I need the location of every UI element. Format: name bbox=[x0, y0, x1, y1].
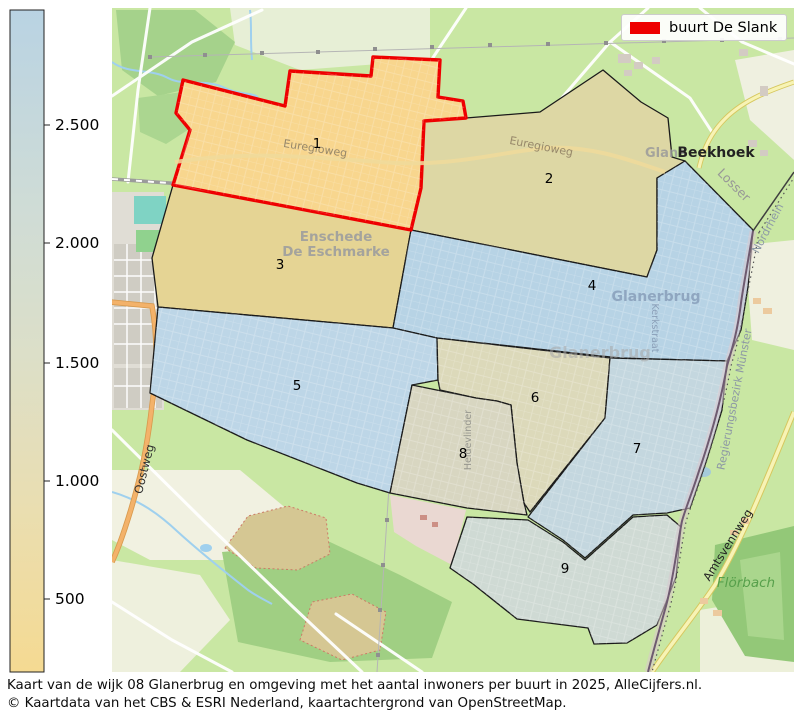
colorbar-tick-label: 500 bbox=[55, 590, 85, 608]
border-river bbox=[644, 171, 794, 672]
colorbar-gradient bbox=[9, 9, 45, 673]
region-number-4: 4 bbox=[588, 278, 597, 294]
map-label-glane: Glane bbox=[645, 146, 687, 161]
map-label-glanerbrug-2: Glanerbrug bbox=[549, 343, 651, 362]
caption-line-1: Kaart van de wijk 08 Glanerbrug en omgev… bbox=[7, 678, 703, 693]
region-numbers: 1 2 3 4 5 6 7 8 9 bbox=[276, 136, 642, 577]
colorbar-tick-label: 1.000 bbox=[55, 472, 99, 490]
map-label-de-eschmarke: De Eschmarke bbox=[282, 244, 390, 260]
colorbar: 2.500 2.000 1.500 1.000 500 bbox=[9, 9, 99, 673]
map-label-beekhoek: Beekhoek bbox=[677, 145, 755, 161]
caption-line-2: © Kaartdata van het CBS & ESRI Nederland… bbox=[7, 695, 567, 711]
region-number-8: 8 bbox=[459, 446, 468, 462]
street-grid-overlay bbox=[150, 161, 753, 644]
map-label-enschede: Enschede bbox=[300, 229, 372, 245]
region-number-7: 7 bbox=[633, 441, 642, 457]
legend-label: buurt De Slank bbox=[669, 19, 778, 36]
map-label-floerbach: Flörbach bbox=[717, 575, 775, 591]
colorbar-tick-label: 1.500 bbox=[55, 354, 99, 372]
map-legend: buurt De Slank bbox=[621, 14, 788, 41]
legend-swatch bbox=[630, 21, 660, 34]
power-line bbox=[148, 37, 794, 672]
road-label-kerkstraat: Kerkstraat bbox=[649, 304, 660, 353]
region-number-5: 5 bbox=[293, 378, 302, 394]
road-label-heidevlinder: Heidevlinder bbox=[463, 410, 474, 470]
region-number-9: 9 bbox=[561, 561, 570, 577]
region-number-2: 2 bbox=[545, 171, 554, 187]
street-grid-overlay bbox=[173, 57, 466, 230]
map-label-glanerbrug: Glanerbrug bbox=[611, 289, 700, 305]
region-number-1: 1 bbox=[313, 136, 322, 152]
colorbar-tick-label: 2.500 bbox=[55, 116, 99, 134]
region-number-3: 3 bbox=[276, 257, 285, 273]
euregioweg-road bbox=[174, 145, 666, 174]
region-number-6: 6 bbox=[531, 390, 540, 406]
colorbar-tick-label: 2.000 bbox=[55, 234, 99, 252]
colorbar-ticks bbox=[44, 124, 50, 600]
map-caption: Kaart van de wijk 08 Glanerbrug en omgev… bbox=[7, 677, 702, 712]
